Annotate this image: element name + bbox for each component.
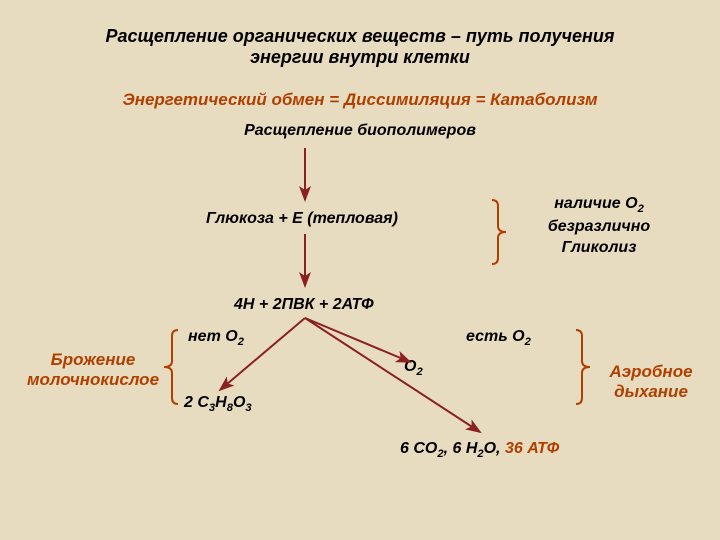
o2-indiff-line1: наличие О2	[554, 195, 644, 212]
title-line1: Расщепление органических веществ – путь …	[106, 26, 615, 46]
biopolymer-text: Расщепление биополимеров	[244, 122, 476, 139]
lactic-product: 2 С3Н8О3	[184, 394, 252, 414]
diagram-overlay	[0, 0, 720, 540]
glucose-text: Глюкоза + Е (тепловая)	[206, 210, 398, 227]
o2-center-label: О2	[404, 358, 423, 378]
aerobic-product: 6 СО2, 6 Н2О, 36 АТФ	[400, 440, 559, 460]
fermentation-line1: Брожение	[51, 350, 136, 369]
o2-indiff-line2: безразлично	[548, 218, 650, 235]
aerobic-atp: 36 АТФ	[505, 440, 559, 457]
no-o2-label: нет О2	[188, 328, 244, 348]
page-title: Расщепление органических веществ – путь …	[0, 26, 720, 68]
middle-node: 4Н + 2ПВК + 2АТФ	[234, 296, 374, 314]
fermentation-line2: молочнокислое	[27, 370, 159, 389]
middle-text: 4Н + 2ПВК + 2АТФ	[234, 296, 374, 313]
glucose-node: Глюкоза + Е (тепловая)	[206, 210, 398, 228]
aerobic-line2: дыхание	[614, 382, 688, 401]
o2-indiff-line3: Гликолиз	[562, 239, 637, 256]
fermentation-label: Брожение молочнокислое	[26, 350, 160, 391]
subtitle-text: Энергетический обмен = Диссимиляция = Ка…	[122, 90, 597, 109]
subtitle: Энергетический обмен = Диссимиляция = Ка…	[0, 90, 720, 110]
biopolymer-label: Расщепление биополимеров	[0, 122, 720, 140]
o2-indifferent-box: наличие О2 безразлично Гликолиз	[514, 194, 684, 258]
aerobic-label: Аэробное дыхание	[596, 362, 706, 403]
title-line2: энергии внутри клетки	[250, 47, 470, 67]
yes-o2-label: есть О2	[466, 328, 531, 348]
aerobic-line1: Аэробное	[609, 362, 692, 381]
